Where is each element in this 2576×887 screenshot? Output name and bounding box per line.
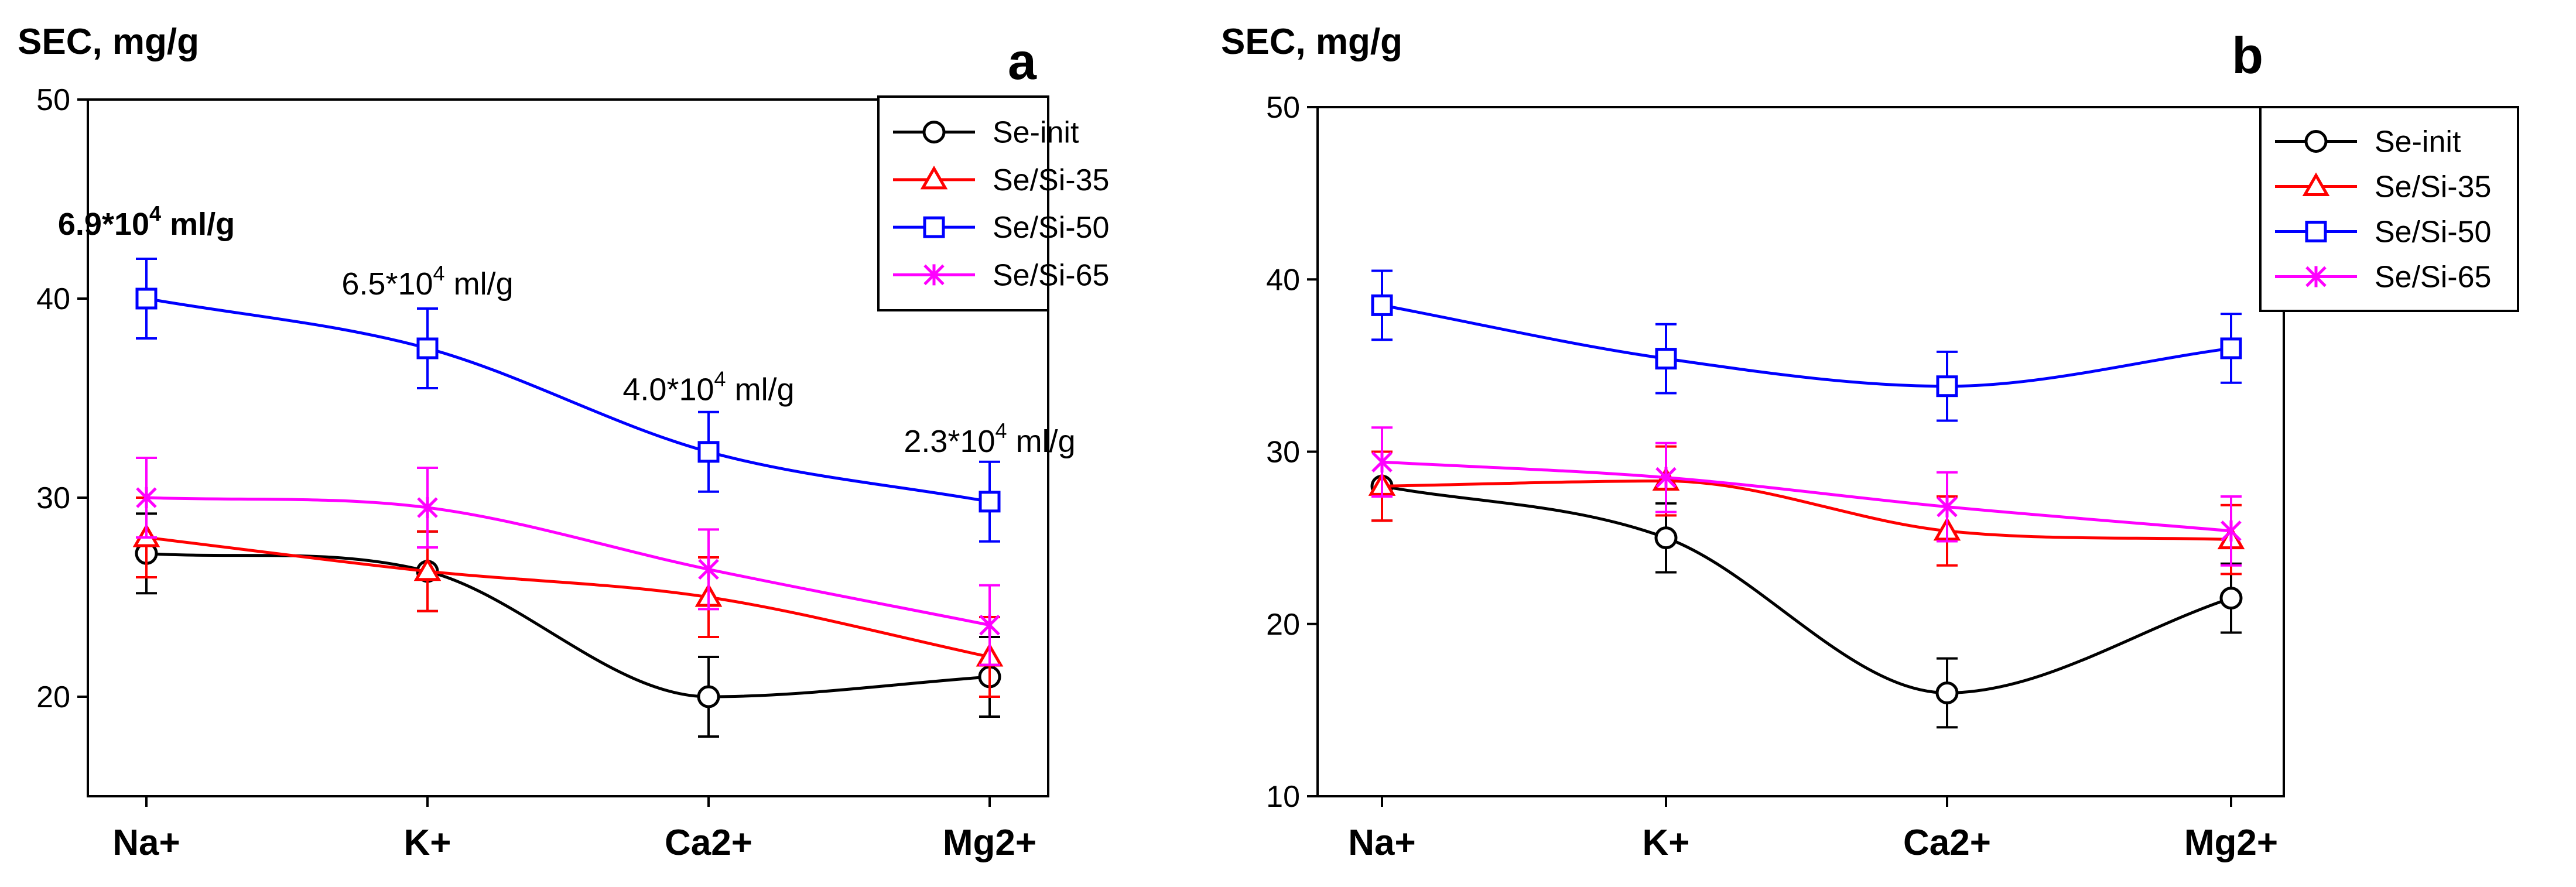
legend-label: Se-init bbox=[993, 116, 1079, 150]
series-line bbox=[146, 552, 990, 698]
legend-label: Se-init bbox=[2375, 125, 2461, 159]
legend-swatch-marker bbox=[2305, 221, 2327, 242]
series-se-si-50 bbox=[1371, 269, 2242, 422]
data-point bbox=[1936, 375, 1958, 398]
legend-swatch-marker bbox=[2304, 130, 2328, 153]
data-point bbox=[1371, 294, 1393, 316]
legend-swatch-marker bbox=[920, 165, 948, 190]
chart-panel-a: 20 30 40 50 Na+ K+ Ca2+ Mg2+ SEC, mg/g a 6.9*104 m… bbox=[18, 22, 1109, 863]
data-point bbox=[698, 559, 719, 580]
legend-label: Se/Si-35 bbox=[993, 163, 1109, 197]
y-tick-label: 30 bbox=[1266, 436, 1300, 470]
y-tick-label: 40 bbox=[36, 282, 70, 316]
y-tick-label: 50 bbox=[36, 83, 70, 117]
x-tick-label: K+ bbox=[1643, 823, 1690, 863]
series-line bbox=[1381, 303, 2232, 388]
plot-frame bbox=[1316, 106, 2285, 797]
x-tick-label: Ca2+ bbox=[665, 823, 752, 863]
series-se-si-65 bbox=[1371, 426, 2242, 567]
legend-swatch-marker bbox=[923, 216, 945, 238]
x-tick-label: Mg2+ bbox=[943, 823, 1036, 863]
legend-swatch-marker bbox=[2302, 172, 2330, 196]
legend: Se-init Se/Si-35 Se/Si-50 Se/Si-65 bbox=[877, 95, 1109, 311]
y-tick-label: 30 bbox=[36, 481, 70, 515]
legend-label: Se/Si-35 bbox=[2375, 170, 2491, 204]
annotation-label: 6.9*104 ml/g bbox=[58, 201, 235, 242]
series-line bbox=[1381, 460, 2232, 533]
series-line bbox=[1381, 484, 2232, 694]
data-point bbox=[1371, 451, 1393, 473]
annotation-label: 2.3*104 ml/g bbox=[904, 419, 1075, 459]
chart-panel-b: 10 20 30 40 50 Na+ K+ Ca2+ Mg2+ SEC, mg/g b Se-init… bbox=[1221, 22, 2519, 863]
series-se-si-35 bbox=[132, 496, 1004, 698]
y-tick-label: 40 bbox=[1266, 263, 1300, 297]
data-point bbox=[416, 337, 439, 359]
series-se-si-50 bbox=[135, 258, 1001, 543]
data-point bbox=[1655, 348, 1677, 370]
data-point bbox=[413, 557, 442, 581]
series-line bbox=[146, 496, 990, 627]
data-point bbox=[136, 487, 157, 508]
y-tick-label: 20 bbox=[36, 680, 70, 714]
legend-label: Se/Si-65 bbox=[993, 258, 1109, 292]
y-tick-label: 20 bbox=[1266, 608, 1300, 642]
data-point bbox=[2221, 520, 2242, 542]
legend-swatch-marker bbox=[923, 264, 945, 286]
legend-label: Se/Si-50 bbox=[993, 211, 1109, 245]
data-point bbox=[1937, 496, 1958, 518]
legend-swatch-marker bbox=[922, 121, 946, 144]
data-point bbox=[697, 685, 720, 708]
series-line bbox=[146, 297, 990, 504]
annotation-label: 6.5*104 ml/g bbox=[341, 261, 513, 302]
x-tick-label: Na+ bbox=[1348, 823, 1415, 863]
series-se-si-35 bbox=[1368, 445, 2245, 576]
y-tick-label: 10 bbox=[1266, 780, 1300, 814]
y-axis-title: SEC, mg/g bbox=[1221, 22, 1402, 62]
legend-label: Se/Si-50 bbox=[2375, 215, 2491, 249]
data-point bbox=[979, 491, 1001, 513]
plot-frame bbox=[87, 98, 1049, 797]
y-axis-title: SEC, mg/g bbox=[18, 22, 199, 62]
data-point bbox=[697, 441, 720, 463]
data-point bbox=[979, 614, 1000, 636]
x-tick-label: Mg2+ bbox=[2184, 823, 2278, 863]
x-tick-label: K+ bbox=[404, 823, 451, 863]
x-tick-label: Na+ bbox=[112, 823, 180, 863]
annotation-label: 4.0*104 ml/g bbox=[622, 367, 794, 407]
data-point bbox=[2220, 337, 2242, 359]
data-point bbox=[417, 497, 438, 518]
series-se-si-65 bbox=[136, 457, 1000, 666]
panel-label: a bbox=[1008, 32, 1037, 90]
data-point bbox=[1655, 467, 1677, 488]
data-point bbox=[2219, 587, 2243, 610]
data-point bbox=[135, 287, 158, 310]
x-tick-label: Ca2+ bbox=[1903, 823, 1991, 863]
data-point bbox=[1935, 681, 1959, 704]
data-point bbox=[1654, 526, 1678, 550]
legend-label: Se/Si-65 bbox=[2375, 261, 2491, 294]
series-line bbox=[1381, 480, 2232, 542]
series-se-init bbox=[135, 512, 1001, 738]
legend: Se-init Se/Si-35 Se/Si-50 Se/Si-65 bbox=[2259, 106, 2519, 312]
legend-swatch-marker bbox=[2305, 266, 2327, 287]
series-line bbox=[146, 536, 990, 659]
y-tick-label: 50 bbox=[1266, 91, 1300, 125]
panel-label: b bbox=[2232, 26, 2263, 84]
